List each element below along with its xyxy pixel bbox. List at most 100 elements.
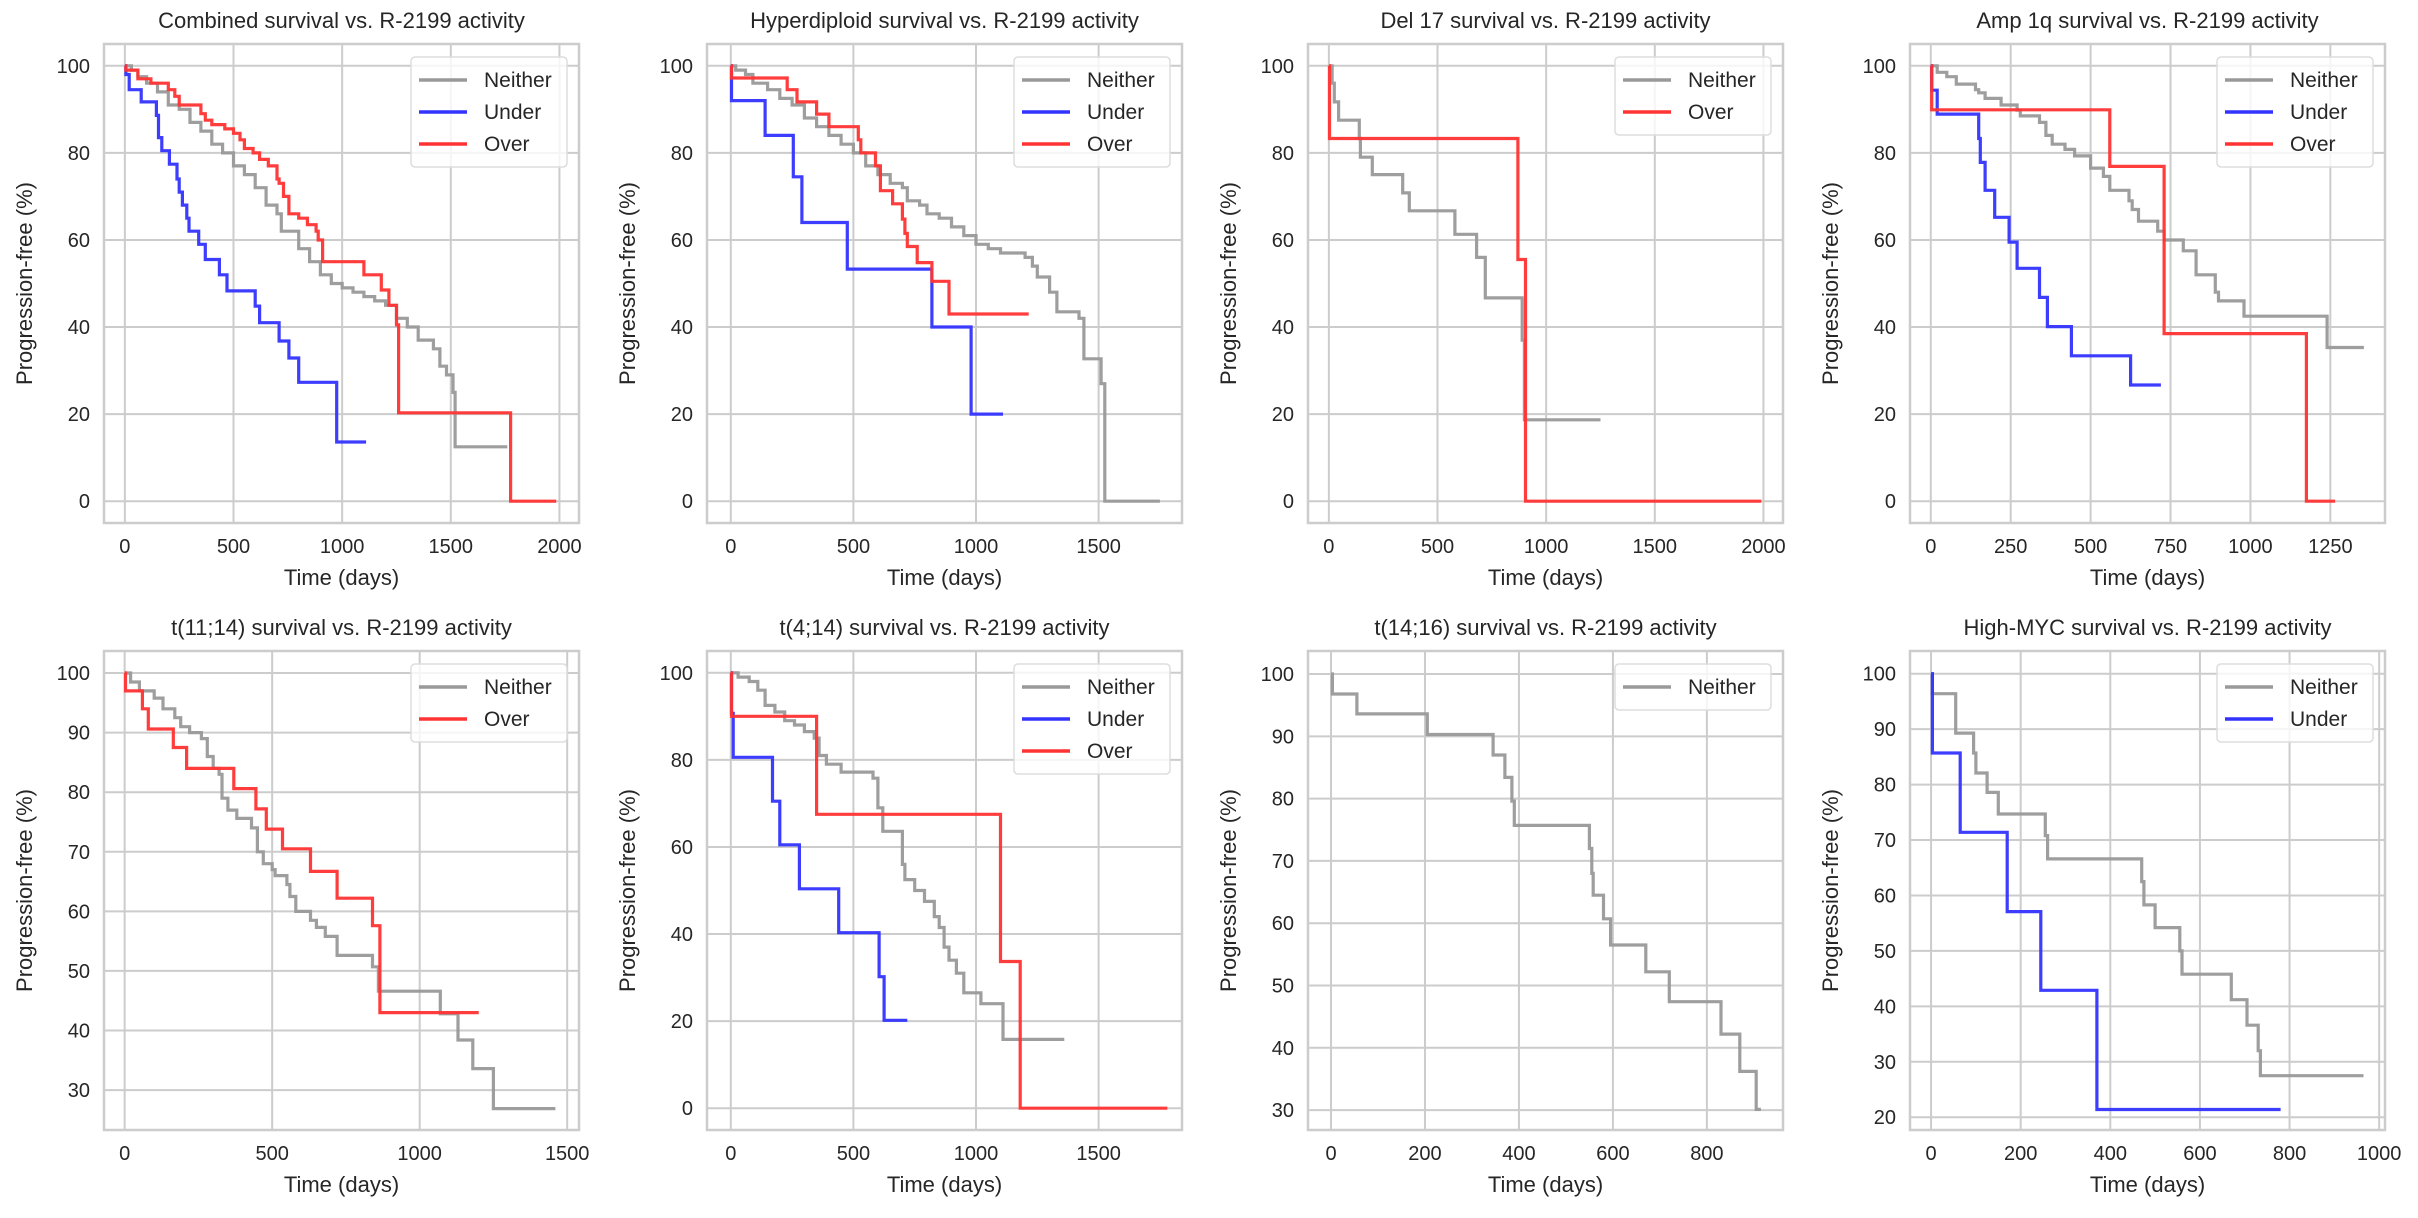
- series-line-over: [1930, 64, 2336, 503]
- legend-label: Neither: [1688, 676, 1756, 699]
- x-axis-label: Time (days): [284, 565, 399, 590]
- legend-label: Neither: [1087, 69, 1155, 92]
- x-tick-label: 600: [2183, 1143, 2216, 1165]
- y-axis-label: Progression-free (%): [1818, 182, 1843, 385]
- legend-label: Under: [2290, 101, 2347, 124]
- subplot-4: 0 250 500 750 1000 1250 0 20 40 60 80 100 Amp 1q sur…: [1818, 8, 2387, 590]
- x-tick-label: 1000: [1524, 536, 1569, 558]
- y-tick-label: 40: [1272, 1038, 1294, 1060]
- y-tick-label: 100: [57, 56, 90, 78]
- x-axis-label: Time (days): [2090, 1172, 2205, 1197]
- y-tick-label: 80: [671, 750, 693, 772]
- y-tick-label: 60: [671, 230, 693, 252]
- y-tick-label: 60: [68, 901, 90, 923]
- series-line-over: [1327, 64, 1762, 503]
- y-tick-label: 0: [79, 491, 90, 513]
- legend-box: [2216, 56, 2374, 168]
- legend-box: [1013, 56, 1171, 168]
- series-line-under: [729, 64, 1003, 416]
- legend: Neither Over: [1614, 56, 1772, 136]
- subplot-1: 0 500 1000 1500 2000 0 20 40 60 80 100 Combined sur…: [12, 8, 582, 590]
- y-tick-label: 0: [682, 1098, 693, 1120]
- series-line-over: [729, 64, 1029, 316]
- x-tick-label: 800: [2273, 1143, 2306, 1165]
- x-tick-label: 2000: [1741, 536, 1786, 558]
- x-tick-label: 500: [837, 1143, 870, 1165]
- x-tick-label: 1500: [1076, 536, 1121, 558]
- x-tick-label: 500: [255, 1143, 288, 1165]
- subplot-title: High-MYC survival vs. R-2199 activity: [1964, 615, 2332, 640]
- y-tick-label: 40: [671, 924, 693, 946]
- y-tick-label: 100: [1261, 664, 1294, 686]
- x-tick-label: 500: [1421, 536, 1454, 558]
- y-tick-label: 100: [1863, 664, 1896, 686]
- legend: Neither Under Over: [1013, 663, 1171, 775]
- x-tick-label: 0: [725, 536, 736, 558]
- y-tick-label: 100: [660, 56, 693, 78]
- x-tick-label: 0: [725, 1143, 736, 1165]
- x-axis-label: Time (days): [887, 565, 1002, 590]
- x-tick-label: 750: [2154, 536, 2187, 558]
- legend-label: Over: [2290, 133, 2336, 156]
- x-tick-label: 1500: [545, 1143, 590, 1165]
- y-tick-label: 40: [1272, 317, 1294, 339]
- x-tick-label: 1000: [954, 1143, 999, 1165]
- x-tick-label: 1500: [1076, 1143, 1121, 1165]
- subplot-7: 0 200 400 600 800 30 40 50 60 70 80 90 100 t(14;16) s…: [1216, 615, 1785, 1197]
- subplot-8: 0 200 400 600 800 1000 20 30 40 50 60 70 80 90 100 High…: [1818, 615, 2401, 1197]
- x-tick-label: 1500: [429, 536, 474, 558]
- y-tick-label: 100: [1863, 56, 1896, 78]
- series-line-neither: [1330, 672, 1761, 1111]
- axes-frame: [1908, 42, 2387, 525]
- series-line-neither: [1930, 64, 2364, 350]
- y-axis-label: Progression-free (%): [1818, 789, 1843, 992]
- y-tick-label: 80: [671, 143, 693, 165]
- y-tick-label: 20: [68, 404, 90, 426]
- subplot-title: Del 17 survival vs. R-2199 activity: [1380, 8, 1710, 33]
- y-tick-label: 60: [1272, 913, 1294, 935]
- series-line-over: [729, 671, 1168, 1110]
- series-line-over: [123, 671, 479, 1015]
- x-tick-label: 0: [1323, 536, 1334, 558]
- legend: Neither Over: [410, 663, 568, 743]
- y-axis-label: Progression-free (%): [12, 182, 37, 385]
- x-tick-label: 500: [217, 536, 250, 558]
- axes-frame: [102, 42, 581, 525]
- subplot-title: Combined survival vs. R-2199 activity: [158, 8, 525, 33]
- y-tick-label: 20: [1874, 404, 1896, 426]
- x-tick-label: 1000: [397, 1143, 442, 1165]
- y-tick-label: 70: [68, 842, 90, 864]
- legend-label: Neither: [2290, 69, 2358, 92]
- legend-box: [410, 56, 568, 168]
- y-tick-label: 90: [1874, 719, 1896, 741]
- axes-frame: [1306, 42, 1785, 525]
- y-tick-label: 60: [1874, 885, 1896, 907]
- subplot-title: Hyperdiploid survival vs. R-2199 activit…: [750, 8, 1139, 33]
- legend: Neither Under Over: [410, 56, 568, 168]
- legend-box: [1013, 663, 1171, 775]
- legend-label: Under: [1087, 708, 1144, 731]
- y-tick-label: 100: [1261, 56, 1294, 78]
- x-tick-label: 1500: [1633, 536, 1678, 558]
- y-tick-label: 80: [68, 782, 90, 804]
- axes-frame: [102, 649, 581, 1132]
- y-tick-label: 0: [1885, 491, 1896, 513]
- y-tick-label: 20: [671, 404, 693, 426]
- x-axis-label: Time (days): [1488, 565, 1603, 590]
- legend: Neither Under Over: [2216, 56, 2374, 168]
- legend-label: Under: [484, 101, 541, 124]
- x-axis-label: Time (days): [284, 1172, 399, 1197]
- y-tick-label: 70: [1874, 830, 1896, 852]
- x-tick-label: 1000: [2228, 536, 2273, 558]
- axes-frame: [1908, 649, 2387, 1132]
- series-line-neither: [124, 671, 556, 1111]
- legend-label: Over: [484, 133, 530, 156]
- y-tick-label: 40: [68, 317, 90, 339]
- x-tick-label: 1000: [2357, 1143, 2402, 1165]
- series-line-under: [1930, 64, 2161, 387]
- y-axis-label: Progression-free (%): [12, 789, 37, 992]
- y-tick-label: 60: [1874, 230, 1896, 252]
- x-tick-label: 1000: [954, 536, 999, 558]
- x-tick-label: 500: [2074, 536, 2107, 558]
